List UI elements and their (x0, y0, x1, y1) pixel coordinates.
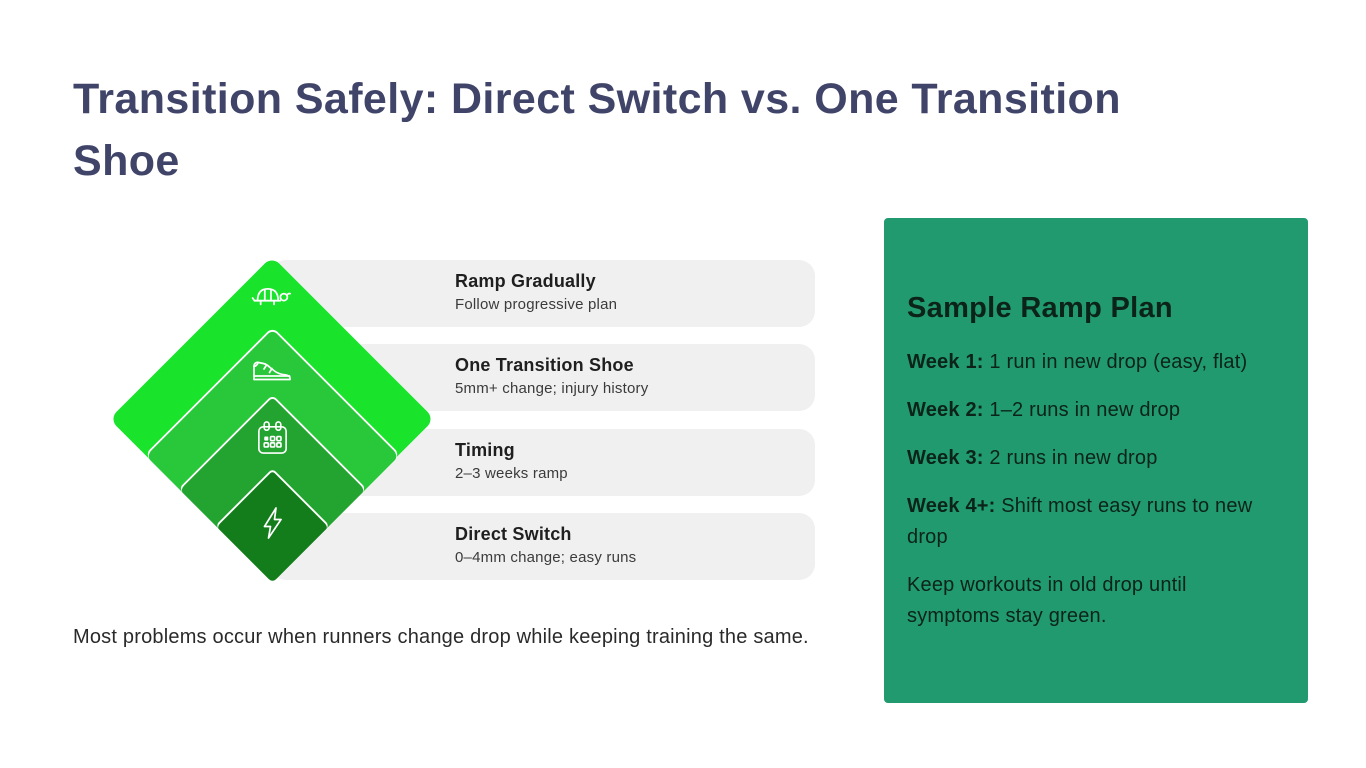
calendar-icon (254, 419, 291, 463)
panel-title: Sample Ramp Plan (907, 292, 1173, 324)
week-text: 1 run in new drop (easy, flat) (983, 351, 1248, 373)
week-text: Shift most easy runs to new drop (907, 495, 1253, 548)
row-subtitle: 0–4mm change; easy runs (455, 549, 637, 566)
row-title: Ramp Gradually (455, 271, 596, 291)
week-label: Week 4+: (907, 495, 996, 517)
row-subtitle: Follow progressive plan (455, 296, 618, 313)
week-label: Week 2: (907, 399, 984, 421)
week-label: Week 1: (907, 351, 984, 373)
page-title: Transition Safely: Direct Switch vs. One… (73, 75, 1121, 185)
ramp-plan-week-2: Week 2: 1–2 runs in new drop (907, 395, 1284, 426)
lightning-bolt-icon (258, 506, 286, 545)
sample-ramp-plan-panel: Sample Ramp Plan Week 1: 1 run in new dr… (884, 218, 1308, 703)
row-title: Direct Switch (455, 524, 572, 544)
ramp-plan-week-1: Week 1: 1 run in new drop (easy, flat) (907, 347, 1284, 378)
panel-note: Keep workouts in old drop until symptoms… (907, 574, 1187, 627)
ramp-plan-week-3: Week 3: 2 runs in new drop (907, 443, 1284, 474)
week-label: Week 3: (907, 447, 984, 469)
row-subtitle: 5mm+ change; injury history (455, 380, 649, 397)
running-shoe-icon (248, 352, 295, 389)
row-subtitle: 2–3 weeks ramp (455, 465, 568, 482)
week-text: 2 runs in new drop (983, 447, 1158, 469)
ramp-plan-week-4: Week 4+: Shift most easy runs to new dro… (907, 491, 1284, 553)
feature-row-direct-switch: Direct Switch 0–4mm change; easy runs (270, 513, 815, 580)
row-title: One Transition Shoe (455, 355, 634, 375)
feature-row-ramp-gradually: Ramp Gradually Follow progressive plan (270, 260, 815, 327)
caption-text: Most problems occur when runners change … (73, 626, 809, 648)
row-title: Timing (455, 440, 515, 460)
turtle-icon (249, 278, 295, 316)
week-text: 1–2 runs in new drop (983, 399, 1181, 421)
